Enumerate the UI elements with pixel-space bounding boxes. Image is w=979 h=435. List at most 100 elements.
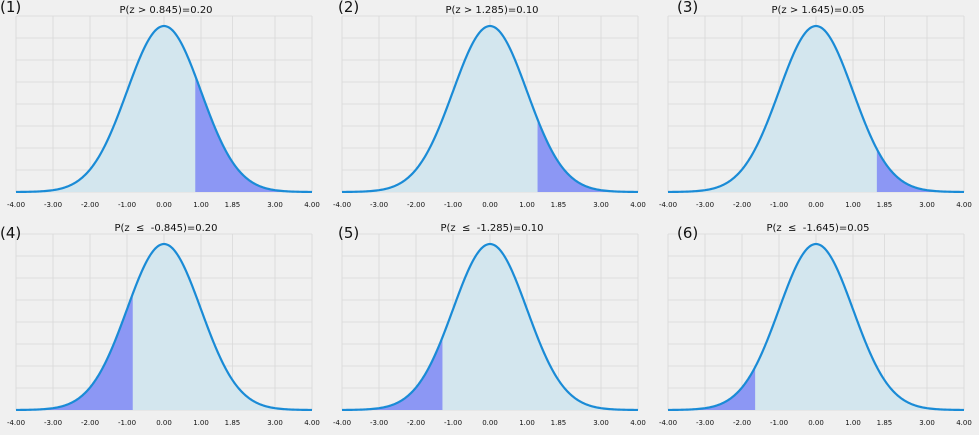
x-tick-label: 1.00 — [845, 201, 861, 209]
x-tick-label: -2.00 — [81, 201, 99, 209]
density-curve — [668, 24, 964, 194]
distribution-area — [342, 244, 638, 410]
chart-panel-6: -4.00 -3.00 -2.00 -1.00 0.00 1.00 1.85 3.00 4.00… — [652, 218, 978, 435]
x-tick-label: 4.00 — [956, 419, 972, 427]
chart-canvas: -4.00 -3.00 -2.00 -1.00 0.00 1.00 1.85 3.00 4.00 — [333, 233, 646, 427]
x-tick-labels: -4.00 -3.00 -2.00 -1.00 0.00 1.00 1.85 3.00 4.00 — [7, 201, 320, 209]
x-tick-label: 4.00 — [304, 201, 320, 209]
chart-panel-2: -4.00 -3.00 -2.00 -1.00 0.00 1.00 1.85 3.00 4.00… — [326, 0, 652, 217]
distribution-area — [342, 26, 638, 192]
chart-panel-1: -4.00 -3.00 -2.00 -1.00 0.00 1.00 1.85 3.00 4.00… — [0, 0, 326, 217]
x-tick-label: 0.00 — [482, 419, 498, 427]
x-tick-label: 3.00 — [593, 419, 609, 427]
x-tick-label: -3.00 — [44, 419, 62, 427]
x-tick-label: 1.00 — [193, 419, 209, 427]
x-tick-label: 1.85 — [225, 201, 241, 209]
x-tick-label: -2.00 — [733, 419, 751, 427]
density-curve — [668, 242, 964, 412]
panel-label: (5) — [338, 224, 360, 242]
x-tick-label: 0.00 — [808, 419, 824, 427]
density-curve — [16, 24, 312, 194]
chart-panel-5: -4.00 -3.00 -2.00 -1.00 0.00 1.00 1.85 3.00 4.00… — [326, 218, 652, 435]
x-tick-label: 1.85 — [225, 419, 241, 427]
chart-panel-4: -4.00 -3.00 -2.00 -1.00 0.00 1.00 1.85 3.00 4.00… — [0, 218, 326, 435]
x-tick-label: 4.00 — [304, 419, 320, 427]
panel-label: (1) — [0, 0, 22, 16]
x-tick-labels: -4.00 -3.00 -2.00 -1.00 0.00 1.00 1.85 3.00 4.00 — [333, 419, 646, 427]
x-tick-label: 1.85 — [551, 201, 567, 209]
x-tick-label: -1.00 — [444, 419, 462, 427]
x-tick-label: 1.85 — [877, 201, 893, 209]
distribution-area — [16, 244, 312, 410]
x-tick-label: -2.00 — [733, 201, 751, 209]
x-tick-label: 4.00 — [630, 419, 646, 427]
x-tick-label: 1.85 — [551, 419, 567, 427]
x-tick-label: 3.00 — [267, 201, 283, 209]
x-tick-label: 0.00 — [482, 201, 498, 209]
x-tick-label: 4.00 — [956, 201, 972, 209]
x-tick-labels: -4.00 -3.00 -2.00 -1.00 0.00 1.00 1.85 3.00 4.00 — [659, 201, 972, 209]
x-tick-label: 1.00 — [845, 419, 861, 427]
x-tick-label: -4.00 — [7, 201, 25, 209]
panel-label: (6) — [677, 224, 699, 242]
panel-label: (2) — [338, 0, 360, 16]
x-tick-label: -1.00 — [444, 201, 462, 209]
x-tick-label: -4.00 — [659, 419, 677, 427]
x-tick-label: -1.00 — [118, 201, 136, 209]
chart-canvas: -4.00 -3.00 -2.00 -1.00 0.00 1.00 1.85 3.00 4.00 — [659, 233, 972, 427]
x-tick-label: 0.00 — [156, 201, 172, 209]
tail-probability-area — [537, 119, 638, 192]
tail-probability-area — [342, 337, 443, 410]
x-tick-label: 3.00 — [919, 419, 935, 427]
x-tick-label: -4.00 — [659, 201, 677, 209]
distribution-area — [16, 26, 312, 192]
x-tick-label: 3.00 — [919, 201, 935, 209]
x-tick-labels: -4.00 -3.00 -2.00 -1.00 0.00 1.00 1.85 3.00 4.00 — [7, 419, 320, 427]
distribution-area — [668, 26, 964, 192]
density-curve — [342, 24, 638, 194]
x-tick-label: 0.00 — [808, 201, 824, 209]
x-tick-label: -2.00 — [407, 201, 425, 209]
x-tick-label: 1.00 — [519, 419, 535, 427]
x-tick-label: -4.00 — [333, 201, 351, 209]
x-tick-label: 0.00 — [156, 419, 172, 427]
x-tick-label: -3.00 — [696, 201, 714, 209]
chart-canvas: -4.00 -3.00 -2.00 -1.00 0.00 1.00 1.85 3.00 4.00 — [7, 15, 320, 209]
chart-title: P(z > 0.845)=0.20 — [119, 5, 213, 16]
x-tick-label: 4.00 — [630, 201, 646, 209]
chart-canvas: -4.00 -3.00 -2.00 -1.00 0.00 1.00 1.85 3.00 4.00 — [659, 15, 972, 209]
x-tick-label: 1.00 — [519, 201, 535, 209]
chart-canvas: -4.00 -3.00 -2.00 -1.00 0.00 1.00 1.85 3.00 4.00 — [7, 233, 320, 427]
x-tick-label: -2.00 — [407, 419, 425, 427]
x-tick-label: -4.00 — [333, 419, 351, 427]
chart-title: P(z > 1.285)=0.10 — [445, 5, 539, 16]
panel-label: (3) — [677, 0, 699, 16]
panel-label: (4) — [0, 224, 22, 242]
x-tick-label: 1.85 — [877, 419, 893, 427]
chart-title: P(z ≤ -1.645)=0.05 — [766, 223, 870, 234]
tail-probability-area — [876, 149, 964, 192]
x-tick-label: -1.00 — [770, 201, 788, 209]
x-tick-label: 3.00 — [267, 419, 283, 427]
chart-title: P(z > 1.645)=0.05 — [771, 5, 865, 16]
distribution-area — [668, 244, 964, 410]
tail-probability-area — [16, 293, 133, 410]
x-tick-labels: -4.00 -3.00 -2.00 -1.00 0.00 1.00 1.85 3.00 4.00 — [659, 419, 972, 427]
chart-title: P(z ≤ -1.285)=0.10 — [440, 223, 544, 234]
x-tick-label: -3.00 — [696, 419, 714, 427]
density-curve — [342, 242, 638, 412]
density-curve — [16, 242, 312, 412]
x-tick-label: -3.00 — [370, 201, 388, 209]
x-tick-label: -2.00 — [81, 419, 99, 427]
x-tick-labels: -4.00 -3.00 -2.00 -1.00 0.00 1.00 1.85 3.00 4.00 — [333, 201, 646, 209]
chart-panel-3: -4.00 -3.00 -2.00 -1.00 0.00 1.00 1.85 3.00 4.00… — [652, 0, 978, 217]
x-tick-label: -1.00 — [770, 419, 788, 427]
x-tick-label: -3.00 — [44, 201, 62, 209]
x-tick-label: -3.00 — [370, 419, 388, 427]
chart-canvas: -4.00 -3.00 -2.00 -1.00 0.00 1.00 1.85 3.00 4.00 — [333, 15, 646, 209]
x-tick-label: -4.00 — [7, 419, 25, 427]
tail-probability-area — [668, 367, 756, 410]
x-tick-label: 1.00 — [193, 201, 209, 209]
x-tick-label: -1.00 — [118, 419, 136, 427]
